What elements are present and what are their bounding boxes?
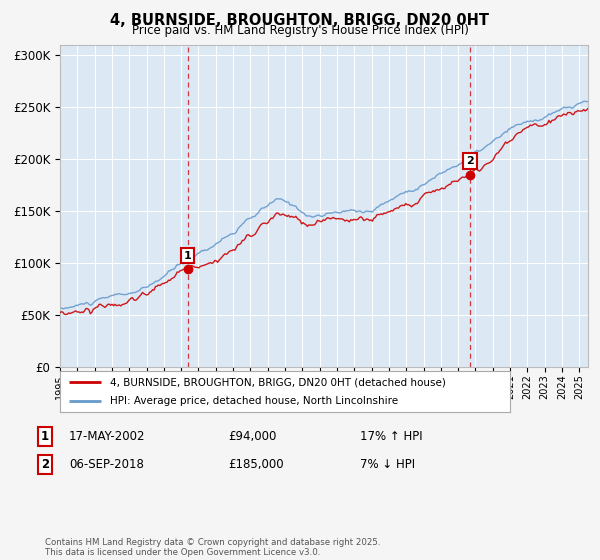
Text: 17-MAY-2002: 17-MAY-2002 bbox=[69, 430, 146, 444]
Text: 4, BURNSIDE, BROUGHTON, BRIGG, DN20 0HT: 4, BURNSIDE, BROUGHTON, BRIGG, DN20 0HT bbox=[110, 13, 490, 28]
Text: HPI: Average price, detached house, North Lincolnshire: HPI: Average price, detached house, Nort… bbox=[110, 396, 398, 405]
Text: Price paid vs. HM Land Registry's House Price Index (HPI): Price paid vs. HM Land Registry's House … bbox=[131, 24, 469, 37]
Text: 1: 1 bbox=[41, 430, 49, 444]
Text: £185,000: £185,000 bbox=[228, 458, 284, 472]
Text: Contains HM Land Registry data © Crown copyright and database right 2025.
This d: Contains HM Land Registry data © Crown c… bbox=[45, 538, 380, 557]
Text: 7% ↓ HPI: 7% ↓ HPI bbox=[360, 458, 415, 472]
Text: 2: 2 bbox=[466, 156, 474, 166]
Text: 1: 1 bbox=[184, 251, 191, 260]
Text: 17% ↑ HPI: 17% ↑ HPI bbox=[360, 430, 422, 444]
Text: 06-SEP-2018: 06-SEP-2018 bbox=[69, 458, 144, 472]
Text: 4, BURNSIDE, BROUGHTON, BRIGG, DN20 0HT (detached house): 4, BURNSIDE, BROUGHTON, BRIGG, DN20 0HT … bbox=[110, 377, 445, 387]
Text: £94,000: £94,000 bbox=[228, 430, 277, 444]
Text: 2: 2 bbox=[41, 458, 49, 472]
